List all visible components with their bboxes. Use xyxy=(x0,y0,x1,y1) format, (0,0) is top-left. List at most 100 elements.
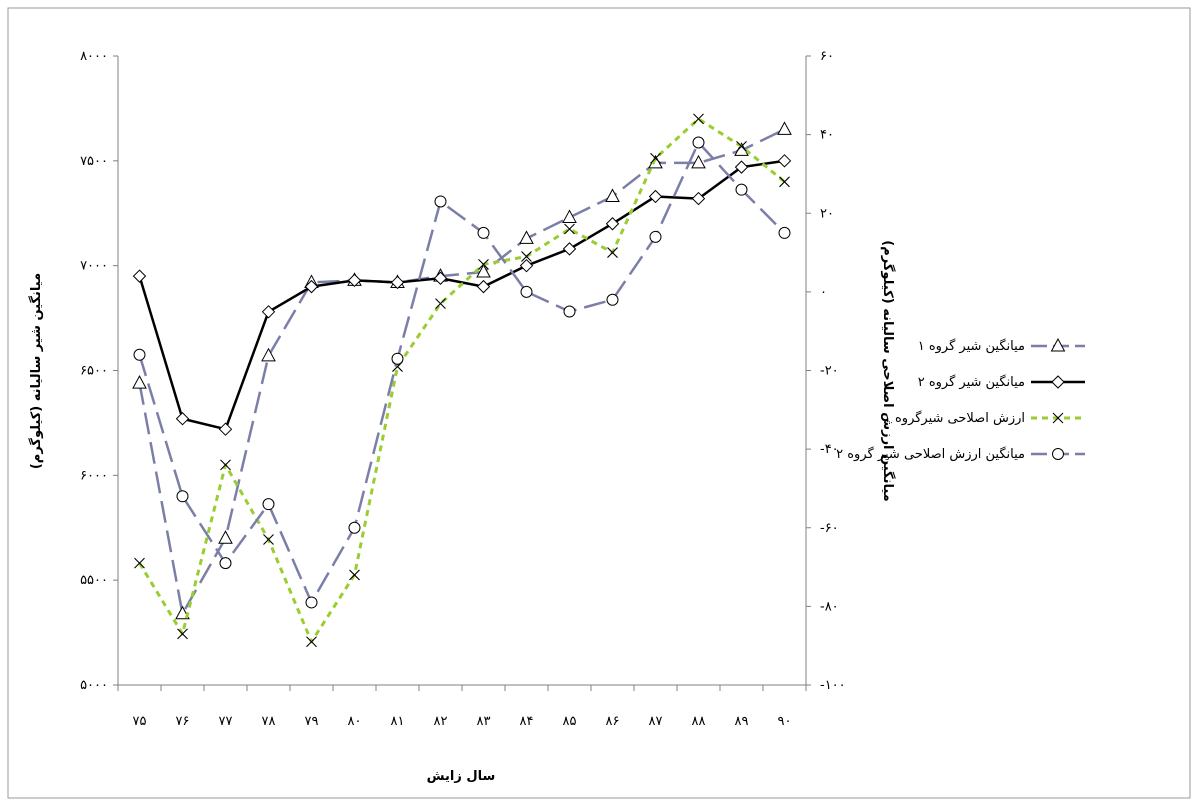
x-marker-stroke xyxy=(564,223,575,235)
series-3-point xyxy=(263,534,274,545)
series-1-point xyxy=(691,154,706,169)
y-right-tick-label: -۸۰ xyxy=(820,599,839,614)
series-3-point xyxy=(779,176,790,188)
x-tick-label: ۷۹ xyxy=(305,714,319,729)
x-tick-label: ۸۵ xyxy=(563,714,577,729)
series-2-point xyxy=(218,422,233,436)
legend-label: ارزش اصلاحی شیرگروه ۱ xyxy=(884,410,1025,426)
x-marker-stroke xyxy=(177,628,188,640)
chart-border xyxy=(7,7,1191,799)
x-tick-label: ۸۷ xyxy=(649,714,663,729)
legend: میانگین شیر گروه ۱ میانگین شیر گروه ۲ ارزش… xyxy=(836,337,1085,462)
series-4-point xyxy=(176,490,189,503)
x-marker-stroke xyxy=(478,258,489,270)
x-tick-label: ۸۱ xyxy=(391,714,405,729)
series-1-point xyxy=(562,209,577,223)
y-axis-right-title: میانگین ارزش اصلاحی سالیانه (کیلوگرم) xyxy=(880,240,896,501)
legend-marker xyxy=(1052,412,1064,424)
y-right-tick-label: ۴۰ xyxy=(820,128,834,143)
series-2-point xyxy=(562,242,577,256)
y-left-tick-label: ۷۰۰۰ xyxy=(80,259,108,274)
series-3-point xyxy=(521,251,532,262)
series-3-point xyxy=(564,223,575,235)
series-1-point xyxy=(261,347,276,362)
x-marker-stroke xyxy=(134,557,145,569)
series-3-point xyxy=(435,298,446,310)
y-right-tick-label: ۰ xyxy=(820,285,827,300)
series-4-point xyxy=(778,226,791,239)
x-marker-stroke xyxy=(779,176,790,188)
series-1-point xyxy=(519,230,534,244)
legend-label: میانگین شیر گروه ۲ xyxy=(918,374,1025,390)
x-tick-label: ۸۰ xyxy=(348,714,362,729)
series-2-point xyxy=(734,160,749,174)
series-2-point xyxy=(132,269,147,283)
series-3-point xyxy=(349,569,360,581)
series-3-point xyxy=(220,459,231,471)
legend-label: میانگین شیر گروه ۱ xyxy=(918,338,1025,354)
legend-marker xyxy=(1051,375,1065,389)
y-right-tick-label: -۴۰ xyxy=(820,442,839,457)
legend-label: میانگین ارزش اصلاحی شیر گروه ۲ xyxy=(836,446,1025,462)
series-3-point xyxy=(134,557,145,569)
legend-entry-4: میانگین ارزش اصلاحی شیر گروه ۲ xyxy=(836,446,1085,462)
x-marker-stroke xyxy=(1052,412,1064,424)
x-tick-label: ۷۸ xyxy=(262,714,276,729)
x-tick-label: ۸۸ xyxy=(692,714,706,729)
y-right-tick-label: -۶۰ xyxy=(820,521,839,536)
x-tick-label: ۸۹ xyxy=(735,714,749,729)
series-3-point xyxy=(607,247,618,258)
y-left-tick-label: ۵۰۰۰ xyxy=(80,678,108,693)
series-2-point xyxy=(519,258,534,273)
series-3-point xyxy=(478,258,489,270)
y-left-tick-label: ۵۵۰۰ xyxy=(80,573,108,588)
x-tick-label: ۸۶ xyxy=(606,714,620,729)
x-marker-stroke xyxy=(693,113,704,125)
series-4-point xyxy=(348,521,361,534)
series-2-point xyxy=(261,305,276,319)
series-1-point xyxy=(605,188,620,202)
series-4-point xyxy=(649,230,662,243)
series-2-point xyxy=(433,271,448,285)
y-right-tick-label: ۲۰ xyxy=(820,206,834,221)
series-2-point xyxy=(605,217,620,231)
series-4-point xyxy=(606,293,619,306)
y-left-tick-label: ۶۰۰۰ xyxy=(80,468,108,483)
legend-entry-2: میانگین شیر گروه ۲ xyxy=(918,374,1085,390)
series-2-point xyxy=(175,412,190,426)
axes: ۵۰۰۰ ۵۵۰۰ ۶۰۰۰ ۶۵۰۰ ۷۰۰۰ ۷۵۰۰ ۸۰۰۰ -۱۰۰ -۸۰ -۶۰ -۴… xyxy=(80,49,846,729)
y-right-tick-label: -۲۰ xyxy=(820,364,839,379)
series-1-point xyxy=(476,263,491,278)
series-2-point xyxy=(691,191,706,206)
series-4-point xyxy=(692,136,705,149)
series-3-point xyxy=(306,636,317,648)
x-marker-stroke xyxy=(306,636,317,648)
series-2-point xyxy=(390,275,405,290)
y-right-tick-label: -۱۰۰ xyxy=(820,678,846,693)
series-layer xyxy=(132,113,792,648)
x-tick-label: ۷۵ xyxy=(133,714,147,729)
legend-marker xyxy=(1050,337,1066,352)
series-4-point xyxy=(262,498,275,511)
y-left-tick-label: ۶۵۰۰ xyxy=(80,364,108,379)
series-3 xyxy=(134,113,790,648)
series-3-point xyxy=(736,141,747,152)
series-2 xyxy=(132,154,792,436)
series-4-point xyxy=(434,195,447,208)
x-marker-stroke xyxy=(220,459,231,471)
series-4-point xyxy=(563,305,576,318)
legend-entry-3: ارزش اصلاحی شیرگروه ۱ xyxy=(884,410,1085,426)
series-4-point xyxy=(219,557,232,570)
series-4-point xyxy=(305,596,318,609)
series-4-point xyxy=(133,348,146,361)
y-right-tick-label: ۶۰ xyxy=(820,49,834,64)
series-4-point xyxy=(520,285,533,298)
series-3-point xyxy=(177,628,188,640)
x-marker-stroke xyxy=(650,152,661,164)
series-3-point xyxy=(693,113,704,125)
x-marker-stroke xyxy=(349,569,360,581)
y-left-tick-label: ۸۰۰۰ xyxy=(80,49,108,64)
series-4-point xyxy=(477,226,490,239)
x-marker-stroke xyxy=(263,534,274,545)
